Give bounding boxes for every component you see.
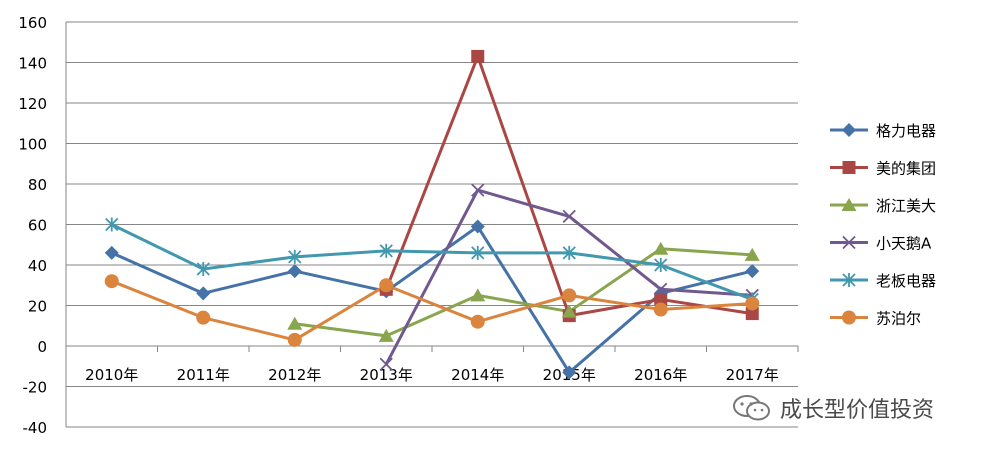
- legend-marker: [841, 198, 857, 211]
- series-line: [294, 247, 753, 338]
- x-tick-label: 2014年: [451, 366, 504, 384]
- wechat-icon: [733, 395, 770, 421]
- legend-label: 格力电器: [876, 122, 936, 140]
- legend-marker: [842, 235, 856, 250]
- data-point: [105, 217, 119, 232]
- y-tick-label: -40: [23, 419, 48, 437]
- data-point: [470, 219, 485, 234]
- data-point: [745, 296, 760, 311]
- y-tick-label: 160: [18, 14, 47, 32]
- y-tick-label: 40: [28, 257, 47, 275]
- y-tick-label: 140: [18, 55, 47, 73]
- data-point: [653, 302, 668, 317]
- data-point: [379, 357, 393, 371]
- data-point: [562, 209, 576, 224]
- data-point: [745, 264, 760, 279]
- data-point: [470, 288, 486, 302]
- x-tick-label: 2016年: [634, 366, 687, 384]
- data-point: [196, 286, 211, 301]
- series-line: [384, 54, 753, 318]
- data-point: [104, 274, 119, 289]
- data-point: [196, 310, 211, 325]
- data-point: [562, 245, 576, 260]
- legend-label: 小天鹅A: [876, 235, 932, 253]
- x-tick-label: 2012年: [268, 366, 321, 384]
- data-point: [470, 314, 485, 329]
- data-point: [287, 332, 302, 347]
- x-tick-label: 2013年: [360, 366, 413, 384]
- legend-marker: [842, 161, 856, 174]
- series-line: [111, 223, 753, 301]
- legend-label: 浙江美大: [876, 197, 936, 215]
- y-tick-label: 80: [28, 176, 47, 194]
- watermark: 成长型价值投资: [732, 392, 934, 424]
- data-point: [471, 49, 485, 63]
- data-point: [288, 249, 302, 264]
- data-point: [378, 328, 394, 342]
- y-tick-label: 0: [37, 338, 47, 356]
- series-line: [111, 279, 753, 342]
- data-point: [654, 292, 668, 306]
- data-point: [654, 258, 668, 272]
- data-point: [379, 278, 394, 293]
- y-tick-label: 120: [18, 95, 47, 113]
- x-tick-label: 2010年: [85, 366, 138, 384]
- data-point: [471, 245, 485, 260]
- data-point: [561, 304, 577, 318]
- data-point: [379, 243, 393, 258]
- y-tick-label: 20: [28, 298, 47, 316]
- data-point: [287, 264, 302, 279]
- data-point: [104, 245, 119, 260]
- watermark-text: 成长型价值投资: [780, 398, 935, 423]
- y-tick-label: 100: [18, 136, 47, 154]
- data-point: [653, 241, 669, 255]
- data-point: [562, 288, 577, 303]
- data-point: [654, 282, 668, 296]
- data-point: [196, 262, 210, 277]
- data-point: [745, 307, 759, 321]
- y-tick-label: -20: [23, 379, 48, 397]
- legend-marker: [842, 310, 856, 325]
- data-point: [471, 183, 485, 197]
- data-point: [562, 365, 577, 380]
- x-tick-label: 2011年: [177, 366, 230, 384]
- legend-label: 美的集团: [876, 160, 936, 178]
- legend-marker: [842, 123, 856, 137]
- legend-label: 老板电器: [876, 272, 936, 290]
- legend-label: 苏泊尔: [876, 310, 921, 328]
- data-point: [287, 316, 303, 330]
- x-tick-label: 2017年: [726, 366, 779, 384]
- data-point: [744, 247, 760, 261]
- y-tick-label: 60: [28, 217, 47, 235]
- legend-marker: [842, 273, 856, 287]
